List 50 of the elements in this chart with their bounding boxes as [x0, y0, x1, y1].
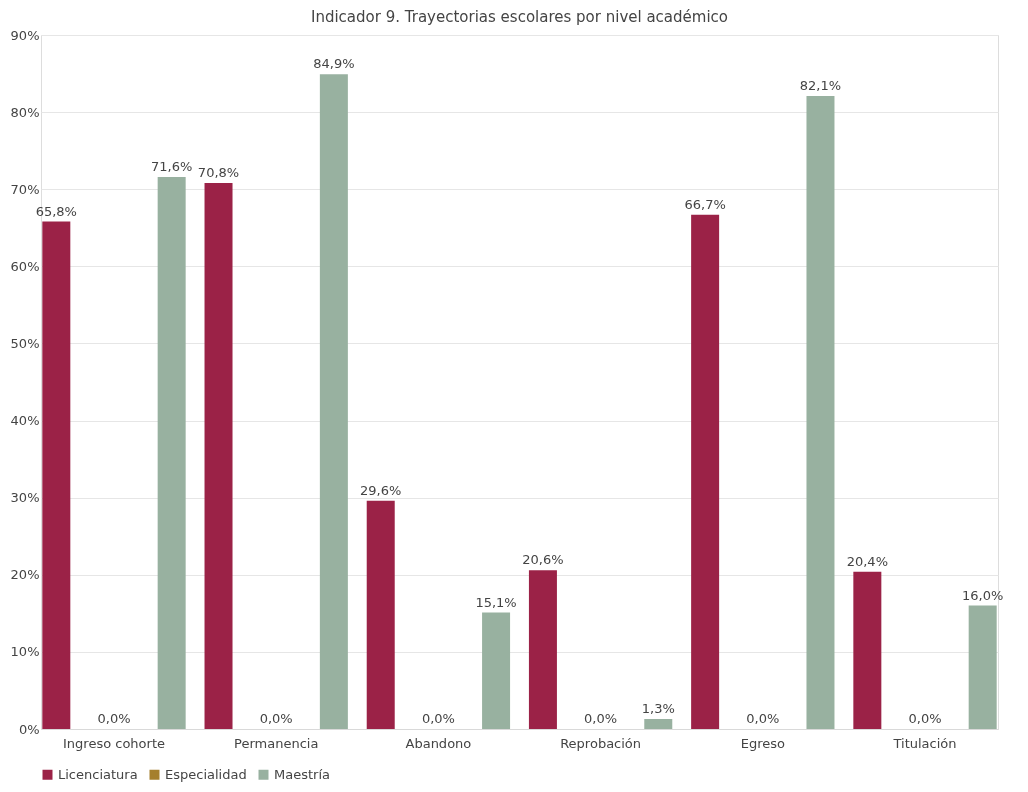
data-label: 70,8%: [197, 165, 240, 181]
legend-label: Licenciatura: [58, 766, 138, 782]
data-label: 1,3%: [641, 700, 675, 716]
bar: [42, 221, 71, 729]
data-label: 0,0%: [259, 711, 293, 726]
y-tick-label: 20%: [10, 567, 40, 583]
y-tick-label: 0%: [18, 721, 40, 737]
x-tick-label: Egreso: [740, 735, 785, 751]
y-tick-label: 10%: [10, 644, 40, 660]
bar: [691, 214, 720, 729]
bar: [644, 718, 673, 729]
legend-label: Maestría: [274, 766, 330, 782]
data-label: 0,0%: [908, 711, 942, 726]
bar: [482, 612, 511, 729]
bar: [528, 570, 557, 729]
bar: [157, 176, 186, 729]
data-label: 0,0%: [97, 711, 131, 726]
data-label: 71,6%: [151, 158, 193, 174]
y-tick-label: 60%: [10, 258, 40, 274]
bar: [853, 571, 882, 729]
data-label: 20,4%: [846, 553, 888, 569]
data-label: 16,0%: [962, 587, 1004, 603]
y-tick-label: 90%: [10, 27, 40, 43]
data-label: 84,9%: [313, 56, 355, 72]
x-tick-label: Abandono: [405, 735, 472, 751]
bar: [806, 95, 835, 729]
x-tick-label: Reprobación: [560, 735, 642, 751]
data-label: 0,0%: [584, 711, 618, 726]
x-tick-label: Permanencia: [234, 735, 319, 751]
y-tick-label: 30%: [10, 490, 40, 506]
data-label: 29,6%: [360, 482, 402, 498]
data-label: 0,0%: [421, 711, 455, 726]
y-tick-label: 40%: [10, 413, 40, 429]
data-label: 20,6%: [522, 552, 564, 568]
data-label: 66,7%: [684, 196, 726, 212]
data-label: 65,8%: [35, 203, 77, 219]
data-label: 82,1%: [799, 77, 842, 93]
bar: [204, 183, 233, 729]
bar: [319, 74, 348, 729]
x-tick-label: Ingreso cohorte: [63, 735, 165, 751]
y-tick-label: 80%: [10, 104, 40, 120]
y-tick-label: 50%: [10, 335, 40, 351]
x-tick-label: Titulación: [892, 735, 957, 751]
bar: [968, 605, 997, 729]
data-label: 15,1%: [475, 594, 517, 610]
bar: [366, 500, 395, 729]
legend-label: Especialidad: [165, 766, 247, 782]
data-label: 0,0%: [746, 711, 780, 726]
chart-title: Indicador 9. Trayectorias escolares por nivel académico: [310, 8, 729, 26]
y-tick-label: 70%: [10, 181, 40, 197]
